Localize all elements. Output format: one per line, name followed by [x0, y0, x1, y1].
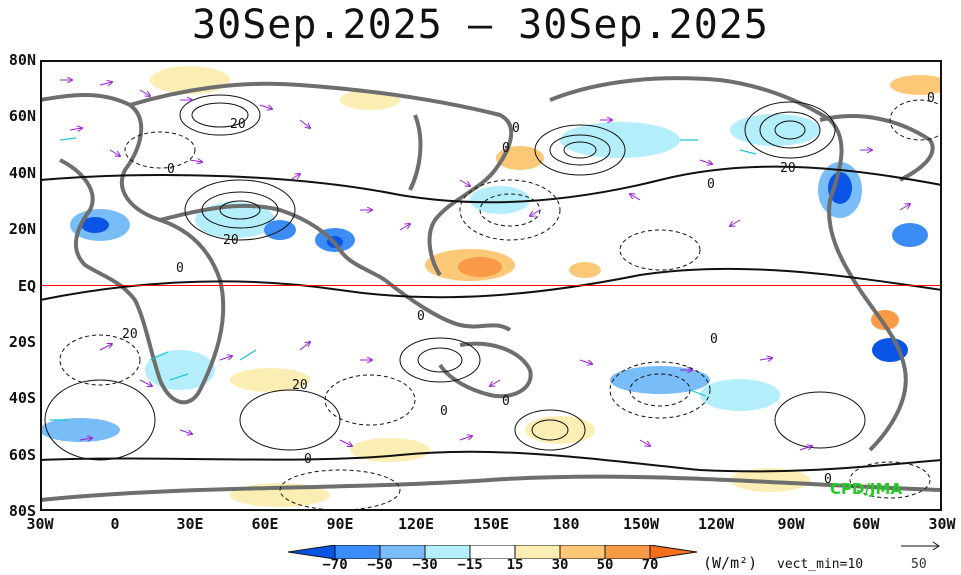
lat-label-60s: 60S: [8, 446, 36, 464]
strong-wind-vectors: [50, 137, 757, 421]
contour-label: 0: [512, 121, 520, 136]
colorbar-tick-label: −70: [322, 557, 348, 573]
colorbar-tick-label: 70: [641, 557, 659, 573]
contour-label: 0: [502, 141, 510, 156]
lon-label-150w: 150W: [622, 515, 660, 533]
lon-label-150e: 150E: [472, 515, 510, 533]
lon-label-30w-east: 30W: [928, 515, 956, 533]
lat-label-40n: 40N: [8, 164, 36, 182]
lon-label-30w: 30W: [26, 515, 54, 533]
lon-label-180: 180: [552, 515, 580, 533]
map-frame: [40, 60, 942, 511]
lon-label-90w: 90W: [777, 515, 805, 533]
colorbar-tick-label: −15: [457, 557, 483, 573]
anomaly-shading: [40, 66, 942, 507]
contour-label: 20: [780, 161, 796, 176]
lat-label-20n: 20N: [8, 220, 36, 238]
lon-label-90e: 90E: [326, 515, 354, 533]
colorbar-tick-label: −50: [367, 557, 393, 573]
contour-label: 0: [710, 332, 718, 347]
lon-label-60w: 60W: [852, 515, 880, 533]
contour-label: 0: [417, 309, 425, 324]
contour-label: 0: [502, 394, 510, 409]
lon-label-120w: 120W: [697, 515, 735, 533]
lat-label-eq: EQ: [17, 277, 36, 295]
wind-vectors: [60, 80, 910, 451]
lat-label-80n: 80N: [8, 51, 36, 69]
vector-min-note: vect_min=10: [777, 557, 864, 572]
reference-vector-value: 50: [911, 557, 927, 572]
contour-label: 0: [927, 91, 935, 106]
contour-label: 20: [230, 117, 246, 132]
contour-label: 0: [440, 404, 448, 419]
lat-label-40s: 40S: [8, 389, 36, 407]
contour-label: 20: [292, 378, 308, 393]
lat-label-60n: 60N: [8, 107, 36, 125]
credit-label: CPD/JMA: [830, 480, 903, 498]
lon-label-0: 0: [110, 515, 120, 533]
lat-label-20s: 20S: [8, 333, 36, 351]
colorbar-tick-label: 50: [596, 557, 614, 573]
contours: [40, 94, 942, 473]
lon-label-60e: 60E: [251, 515, 279, 533]
contour-label: 0: [304, 452, 312, 467]
contour-label: 0: [824, 472, 832, 487]
contour-label: 20: [122, 327, 138, 342]
colorbar-tick-label: 30: [551, 557, 569, 573]
contour-label: 20: [223, 233, 239, 248]
lon-label-120e: 120E: [397, 515, 435, 533]
contour-label: 0: [167, 162, 175, 177]
reference-vector-arrow: [901, 541, 940, 551]
lat-label-80s: 80S: [8, 502, 36, 520]
colorbar-unit: (W/m²): [703, 554, 758, 572]
colorbar-tick-label: −30: [412, 557, 438, 573]
colorbar-tick-label: 15: [506, 557, 524, 573]
contour-label: 0: [707, 177, 715, 192]
contour-label: 0: [176, 261, 184, 276]
colorbar: [288, 545, 698, 559]
map-title: 30Sep.2025 – 30Sep.2025: [192, 2, 769, 48]
colorbar-segment-9: [649, 545, 698, 559]
lon-label-30e: 30E: [176, 515, 204, 533]
map-panel: 20 0 20 0 20 0 20 0 0 0 0 0 20 0 0 0 0: [40, 60, 942, 511]
coastlines: [40, 76, 942, 502]
